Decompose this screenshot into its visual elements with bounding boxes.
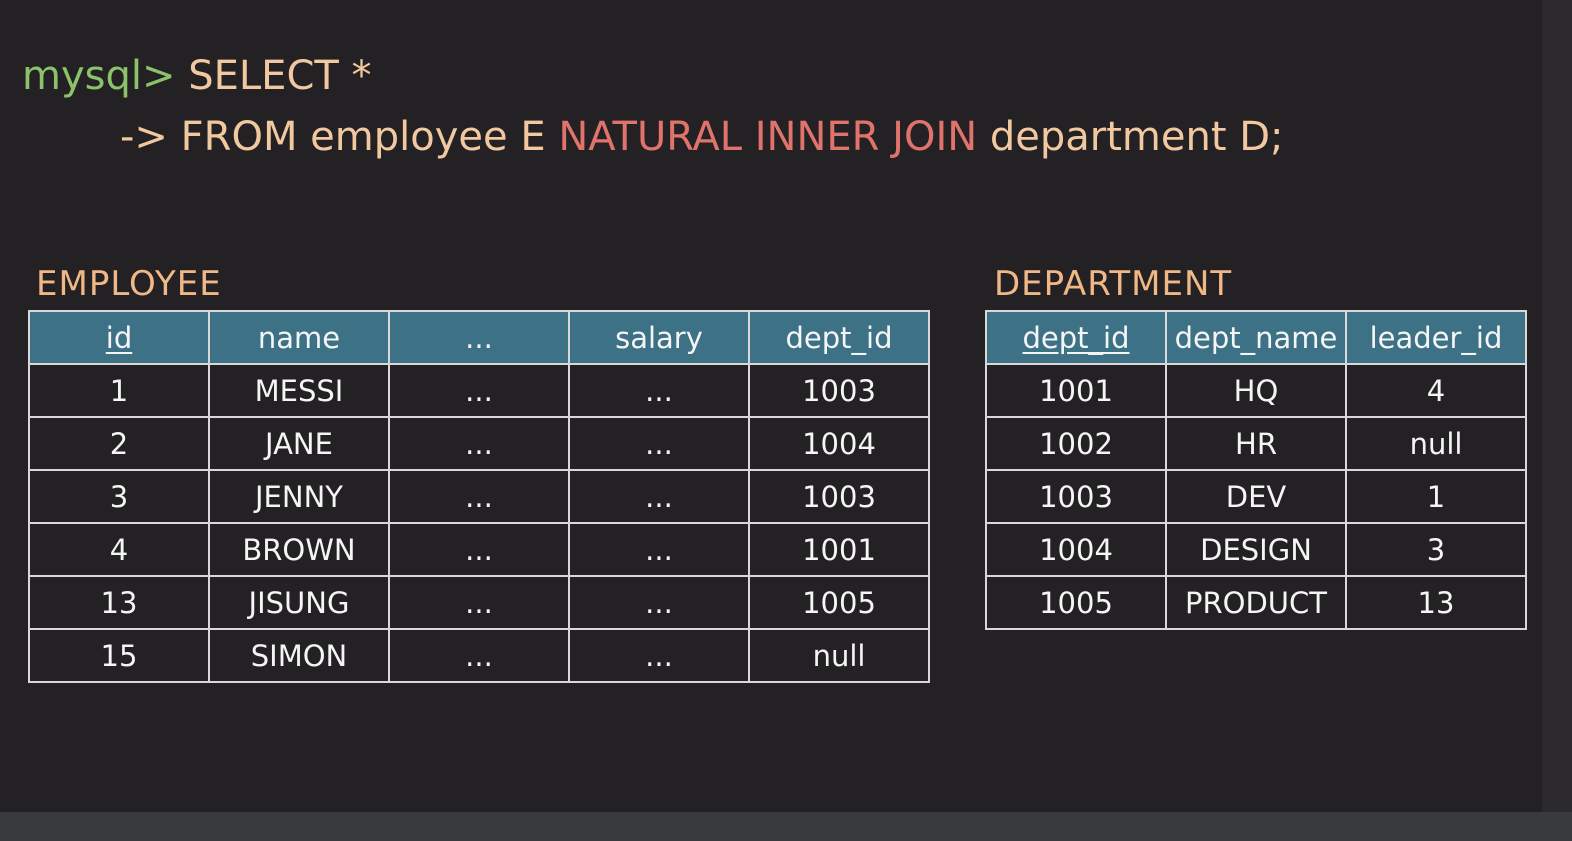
table-cell: HQ: [1165, 363, 1347, 418]
table-cell: 3: [1345, 522, 1527, 577]
table-cell: ...: [568, 575, 750, 630]
table-cell: ...: [568, 469, 750, 524]
select-clause: SELECT *: [175, 53, 372, 99]
table-cell: 15: [28, 628, 210, 683]
query-line-1: mysql> SELECT *: [22, 52, 372, 100]
table-row: 1004 DESIGN 3: [985, 522, 1527, 577]
table-cell: 1003: [748, 469, 930, 524]
table-cell: 4: [28, 522, 210, 577]
table-row: 2 JANE ... ... 1004: [28, 416, 930, 471]
employee-col-id: id: [28, 310, 210, 365]
mysql-prompt: mysql>: [22, 53, 176, 99]
table-cell: 1004: [748, 416, 930, 471]
table-cell: 1003: [985, 469, 1167, 524]
table-cell: HR: [1165, 416, 1347, 471]
department-col-dept-id: dept_id: [985, 310, 1167, 365]
table-cell: JISUNG: [208, 575, 390, 630]
table-cell: 1004: [985, 522, 1167, 577]
bottom-bar: [0, 812, 1572, 841]
table-row: 1 MESSI ... ... 1003: [28, 363, 930, 418]
table-row: 13 JISUNG ... ... 1005: [28, 575, 930, 630]
continuation-arrow: ->: [120, 114, 168, 160]
employee-col-name: name: [208, 310, 390, 365]
employee-col-ellipsis: ...: [388, 310, 570, 365]
window-edge-band: [1542, 0, 1572, 812]
table-cell: null: [1345, 416, 1527, 471]
table-cell: ...: [388, 363, 570, 418]
table-row: 1002 HR null: [985, 416, 1527, 471]
table-cell: JENNY: [208, 469, 390, 524]
join-target: department D;: [977, 114, 1284, 160]
table-cell: PRODUCT: [1165, 575, 1347, 630]
department-col-leader-id: leader_id: [1345, 310, 1527, 365]
table-cell: DEV: [1165, 469, 1347, 524]
table-cell: 1: [28, 363, 210, 418]
table-cell: JANE: [208, 416, 390, 471]
department-col-dept-name: dept_name: [1165, 310, 1347, 365]
department-header-row: dept_id dept_name leader_id: [985, 310, 1527, 365]
employee-col-dept-id: dept_id: [748, 310, 930, 365]
department-table: dept_id dept_name leader_id 1001 HQ 4 10…: [985, 310, 1527, 630]
table-cell: 1005: [985, 575, 1167, 630]
table-cell: 1005: [748, 575, 930, 630]
table-cell: ...: [568, 363, 750, 418]
table-cell: 1003: [748, 363, 930, 418]
table-cell: 13: [1345, 575, 1527, 630]
table-cell: ...: [388, 469, 570, 524]
query-line-2: -> FROM employee E NATURAL INNER JOIN de…: [120, 113, 1284, 161]
employee-table-title: EMPLOYEE: [36, 264, 222, 304]
table-cell: ...: [568, 522, 750, 577]
employee-table: id name ... salary dept_id 1 MESSI ... .…: [28, 310, 930, 683]
table-cell: 1: [1345, 469, 1527, 524]
table-cell: 3: [28, 469, 210, 524]
table-cell: 1002: [985, 416, 1167, 471]
join-keyword: NATURAL INNER JOIN: [558, 114, 978, 160]
from-clause: FROM employee E: [167, 114, 559, 160]
table-cell: ...: [388, 628, 570, 683]
table-row: 1005 PRODUCT 13: [985, 575, 1527, 630]
employee-col-salary: salary: [568, 310, 750, 365]
table-cell: ...: [388, 416, 570, 471]
table-cell: ...: [388, 575, 570, 630]
table-row: 3 JENNY ... ... 1003: [28, 469, 930, 524]
table-cell: ...: [568, 416, 750, 471]
table-cell: null: [748, 628, 930, 683]
table-cell: BROWN: [208, 522, 390, 577]
table-cell: SIMON: [208, 628, 390, 683]
table-cell: 13: [28, 575, 210, 630]
table-cell: ...: [568, 628, 750, 683]
table-cell: 2: [28, 416, 210, 471]
table-row: 1003 DEV 1: [985, 469, 1527, 524]
table-row: 15 SIMON ... ... null: [28, 628, 930, 683]
table-cell: 1001: [985, 363, 1167, 418]
table-row: 4 BROWN ... ... 1001: [28, 522, 930, 577]
table-row: 1001 HQ 4: [985, 363, 1527, 418]
table-cell: ...: [388, 522, 570, 577]
table-cell: 1001: [748, 522, 930, 577]
employee-header-row: id name ... salary dept_id: [28, 310, 930, 365]
table-cell: MESSI: [208, 363, 390, 418]
table-cell: DESIGN: [1165, 522, 1347, 577]
table-cell: 4: [1345, 363, 1527, 418]
department-table-title: DEPARTMENT: [994, 264, 1233, 304]
